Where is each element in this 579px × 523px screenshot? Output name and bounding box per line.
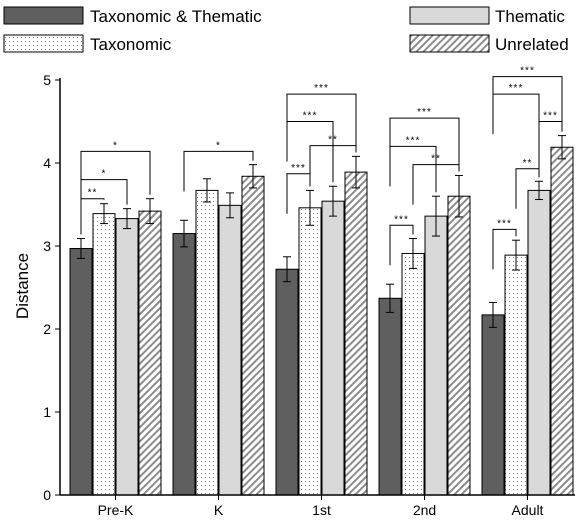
- legend-swatch: [3, 6, 84, 25]
- legend-label: Thematic: [495, 7, 565, 26]
- significance-label: *: [216, 140, 221, 151]
- significance-label: *: [102, 169, 107, 180]
- significance-bracket: [80, 179, 128, 220]
- significance-bracket: [389, 117, 460, 172]
- bar: [218, 204, 242, 496]
- legend-item-taxonomic-thematic: Taxonomic & Thematic: [3, 6, 262, 26]
- legend-label: Taxonomic & Thematic: [90, 7, 262, 26]
- significance-bracket: [183, 150, 254, 192]
- legend-item-taxonomic: Taxonomic: [3, 34, 172, 54]
- x-tick-label: Pre-K: [98, 502, 134, 518]
- bar: [69, 247, 93, 496]
- x-tick-label: 2nd: [413, 502, 436, 518]
- axes-layer: 0 1 2 3 4 5 Pre-K K 1st 2nd Adult: [43, 72, 575, 518]
- legend-item-unrelated: Unrelated: [409, 34, 569, 54]
- y-tick-label: 2: [43, 321, 51, 337]
- legend: Taxonomic & Thematic Taxonomic Thematic …: [3, 6, 569, 54]
- bar: [447, 195, 471, 496]
- significance-label: ***: [497, 218, 512, 229]
- legend-item-thematic: Thematic: [409, 6, 565, 26]
- bar: [138, 210, 162, 496]
- significance-layer: **** ************************************…: [80, 66, 563, 270]
- significance-label: ***: [543, 111, 558, 122]
- significance-bracket: [492, 76, 563, 132]
- bar: [195, 189, 219, 496]
- significance-bracket: [389, 224, 414, 266]
- significance-bracket: [389, 145, 437, 193]
- significance-bracket: [286, 121, 334, 183]
- bar: [321, 200, 345, 496]
- significance-bracket: [80, 150, 151, 195]
- bar: [344, 171, 368, 496]
- y-tick-label: 0: [43, 487, 51, 503]
- bars-layer: [69, 146, 574, 496]
- bar: [115, 218, 139, 496]
- y-tick-label: 3: [43, 238, 51, 254]
- x-tick-label: K: [214, 502, 224, 518]
- significance-label: ***: [291, 163, 306, 174]
- x-tick-label: Adult: [512, 502, 544, 518]
- bar: [481, 314, 505, 496]
- y-axis-title: Distance: [13, 253, 32, 319]
- bar: [298, 207, 322, 496]
- bar: [378, 297, 402, 496]
- bar: [92, 213, 116, 496]
- significance-label: ***: [520, 66, 535, 77]
- error-bars-layer: [77, 135, 566, 328]
- significance-label: ***: [406, 135, 421, 146]
- legend-swatch: [3, 34, 84, 53]
- legend-swatch: [409, 6, 490, 25]
- significance-bracket: [286, 93, 357, 153]
- significance-label: ***: [417, 107, 432, 118]
- y-tick-label: 4: [43, 155, 51, 171]
- significance-label: ***: [394, 214, 409, 225]
- bar: [172, 233, 196, 496]
- bar: [401, 252, 425, 496]
- significance-bracket: [492, 228, 517, 270]
- y-tick-label: 1: [43, 404, 51, 420]
- significance-label: **: [523, 158, 533, 169]
- legend-label: Taxonomic: [90, 35, 172, 54]
- bar: [550, 146, 574, 496]
- significance-label: ***: [303, 111, 318, 122]
- significance-label: *: [113, 140, 118, 151]
- bar: [424, 215, 448, 496]
- y-tick-label: 5: [43, 72, 51, 88]
- significance-label: **: [88, 188, 98, 199]
- legend-label: Unrelated: [495, 35, 569, 54]
- bar: [275, 268, 299, 496]
- significance-label: ***: [509, 83, 524, 94]
- legend-swatch: [409, 34, 490, 53]
- bar: [241, 175, 265, 496]
- significance-label: ***: [314, 83, 329, 94]
- x-tick-label: 1st: [312, 502, 331, 518]
- bar: [527, 189, 551, 496]
- bar: [504, 254, 528, 496]
